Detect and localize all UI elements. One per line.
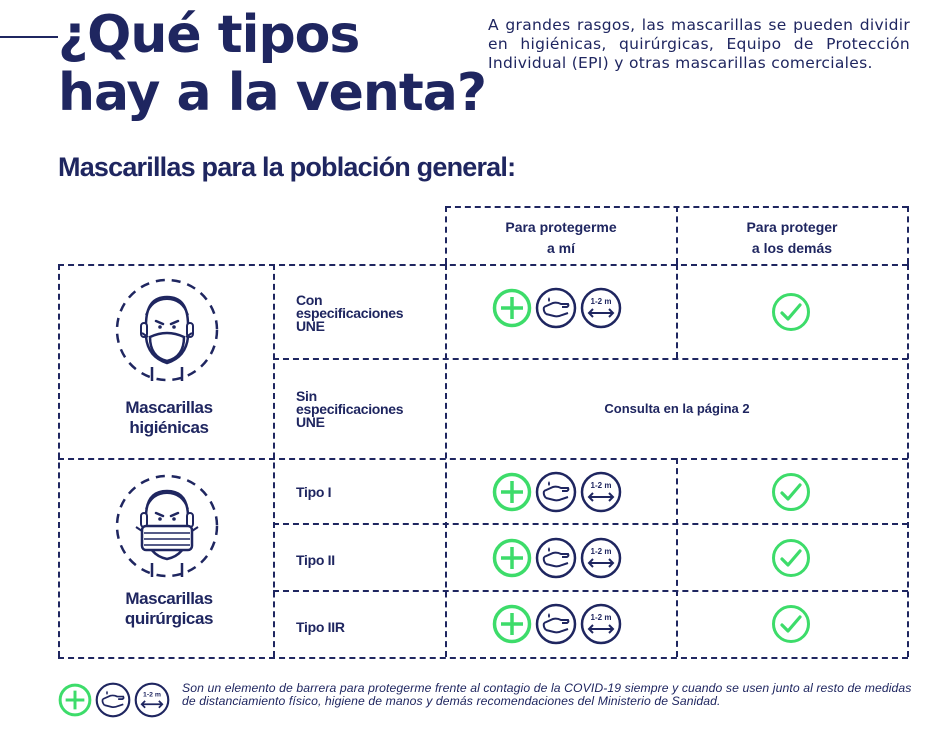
row-label-tipo-i: Tipo I <box>296 484 332 500</box>
legend-icons: 1-2 m <box>58 682 173 718</box>
hand-wash-icon <box>535 603 577 645</box>
grid-line <box>58 657 908 659</box>
title-line-1: ¿Qué tipos <box>58 5 360 65</box>
distance-label: 1-2 m <box>591 613 612 622</box>
row-label-line: especificaciones <box>296 305 404 321</box>
distance-label: 1-2 m <box>591 297 612 306</box>
plus-circle-icon <box>492 288 532 328</box>
col-header-me: Para protegerme a mí <box>446 217 676 259</box>
row-label-line: especificaciones <box>296 401 404 417</box>
grid-line <box>907 206 909 264</box>
hand-wash-icon <box>535 537 577 579</box>
col-header-line: Para protegerme <box>505 219 617 235</box>
plus-circle-icon <box>492 538 532 578</box>
protection-icons: 1-2 m <box>492 471 625 513</box>
distance-icon: 1-2 m <box>580 537 622 579</box>
grid-line <box>273 358 908 360</box>
hand-wash-icon <box>535 287 577 329</box>
row-label-line: Sin <box>296 388 317 404</box>
check-circle-icon <box>772 473 810 511</box>
row-label-line: UNE <box>296 318 325 334</box>
hand-wash-icon <box>95 682 131 718</box>
distance-icon: 1-2 m <box>580 603 622 645</box>
distance-label: 1-2 m <box>591 547 612 556</box>
protection-icons: 1-2 m <box>492 537 625 579</box>
title-line-2: hay a la venta? <box>58 63 487 123</box>
consult-page-note: Consulta en la página 2 <box>604 401 750 416</box>
page-title: ¿Qué tipos hay a la venta? <box>58 5 487 123</box>
row-label-tipo-iir: Tipo IIR <box>296 619 345 635</box>
distance-icon: 1-2 m <box>134 682 170 718</box>
grid-line <box>58 264 908 266</box>
row-label-tipo-ii: Tipo II <box>296 552 335 568</box>
plus-circle-icon <box>58 683 92 717</box>
intro-paragraph: A grandes rasgos, las mascarillas se pue… <box>488 16 910 72</box>
category-label-higienicas: Mascarillas higiénicas <box>96 398 242 438</box>
row-label-con-une: Con especificaciones UNE <box>296 292 404 334</box>
col-header-line: a mí <box>546 240 575 256</box>
plus-circle-icon <box>492 604 532 644</box>
protection-icons: 1-2 m <box>492 603 625 645</box>
row-label-sin-une: Sin especificaciones UNE <box>296 388 404 430</box>
row-label-line: UNE <box>296 414 325 430</box>
category-line: quirúrgicas <box>124 609 214 628</box>
grid-line <box>907 264 909 657</box>
face-mask-icon <box>115 278 219 382</box>
distance-label: 1-2 m <box>143 692 161 699</box>
grid-line <box>676 458 678 657</box>
col-header-line: a los demás <box>751 240 833 256</box>
surgical-mask-icon <box>115 474 219 578</box>
category-line: Mascarillas <box>125 398 213 417</box>
title-rule <box>0 36 58 38</box>
grid-line <box>58 458 908 460</box>
row-label-line: Con <box>296 292 323 308</box>
check-circle-icon <box>772 293 810 331</box>
grid-line <box>445 206 447 264</box>
footnote: Son un elemento de barrera para proteger… <box>182 681 912 708</box>
col-header-others: Para proteger a los demás <box>677 217 907 259</box>
grid-line <box>273 590 908 592</box>
col-header-line: Para proteger <box>746 219 838 235</box>
grid-line <box>676 264 678 358</box>
distance-label: 1-2 m <box>591 481 612 490</box>
distance-icon: 1-2 m <box>580 287 622 329</box>
distance-icon: 1-2 m <box>580 471 622 513</box>
check-circle-icon <box>772 605 810 643</box>
grid-line <box>273 264 275 657</box>
category-line: Mascarillas <box>125 589 213 608</box>
section-title: Mascarillas para la población general: <box>58 152 516 182</box>
grid-line <box>58 264 60 657</box>
category-line: higiénicas <box>129 418 209 437</box>
plus-circle-icon <box>492 472 532 512</box>
hand-wash-icon <box>535 471 577 513</box>
grid-line <box>676 206 678 264</box>
protection-icons: 1-2 m <box>492 287 625 329</box>
category-label-quirurgicas: Mascarillas quirúrgicas <box>96 589 242 629</box>
grid-line <box>273 523 908 525</box>
check-circle-icon <box>772 539 810 577</box>
grid-line <box>445 264 447 657</box>
